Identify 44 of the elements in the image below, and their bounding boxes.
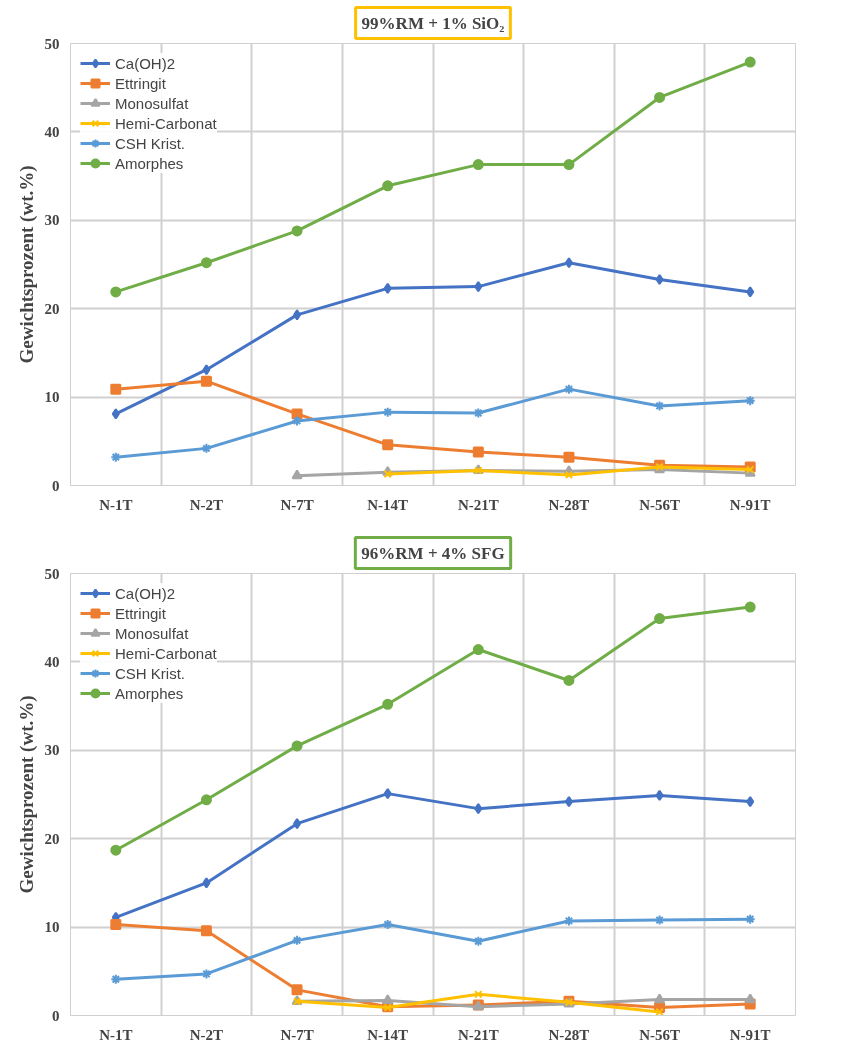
legend-label: Ca(OH)2 [115, 584, 176, 602]
chart-title: 96%RM + 4% SFG [361, 543, 505, 563]
x-tick-label: N-28T [548, 496, 590, 513]
y-tick-label: 0 [52, 1007, 60, 1024]
x-tick-label: N-7T [280, 1026, 314, 1043]
legend-label: CSH Krist. [115, 134, 186, 152]
y-tick-label: 10 [44, 389, 60, 406]
legend-label: CSH Krist. [115, 664, 186, 682]
legend-label: Amorphes [115, 684, 184, 702]
y-tick-label: 50 [44, 35, 60, 52]
y-tick-label: 40 [44, 653, 60, 670]
x-tick-label: N-56T [639, 496, 680, 513]
x-tick-label: N-28T [548, 1026, 590, 1043]
x-tick-label: N-14T [367, 496, 409, 513]
y-tick-label: 10 [44, 919, 60, 936]
y-tick-label: 30 [44, 212, 60, 229]
y-tick-label: 50 [44, 565, 60, 582]
legend-label: Ca(OH)2 [115, 54, 176, 72]
x-tick-label: N-14T [367, 1026, 409, 1043]
x-tick-label: N-91T [729, 1026, 771, 1043]
x-tick-label: N-91T [729, 496, 771, 513]
y-axis-title: Gewichtsprozent (wt.%) [15, 165, 38, 364]
x-tick-label: N-1T [99, 496, 133, 513]
x-tick-label: N-2T [189, 1026, 224, 1043]
y-tick-label: 20 [44, 830, 60, 847]
y-tick-label: 20 [44, 300, 60, 317]
x-tick-label: N-7T [280, 496, 314, 513]
legend-label: Ettringit [115, 74, 166, 92]
legend-label: Hemi-Carbonat [115, 114, 217, 132]
x-tick-label: N-56T [639, 1026, 680, 1043]
x-tick-label: N-1T [99, 1026, 133, 1043]
legend-label: Monosulfat [115, 94, 189, 112]
y-axis-title: Gewichtsprozent (wt.%) [15, 695, 38, 894]
y-tick-label: 40 [44, 123, 60, 140]
legend-label: Ettringit [115, 604, 166, 622]
x-tick-label: N-21T [457, 1026, 499, 1043]
y-tick-label: 0 [52, 477, 60, 494]
y-tick-label: 30 [44, 742, 60, 759]
legend-label: Hemi-Carbonat [115, 644, 217, 662]
x-tick-label: N-2T [189, 496, 224, 513]
legend-label: Monosulfat [115, 624, 189, 642]
chart-title: 99%RM + 1% SiO₂ [361, 13, 505, 33]
x-tick-label: N-21T [457, 496, 499, 513]
legend-label: Amorphes [115, 154, 184, 172]
